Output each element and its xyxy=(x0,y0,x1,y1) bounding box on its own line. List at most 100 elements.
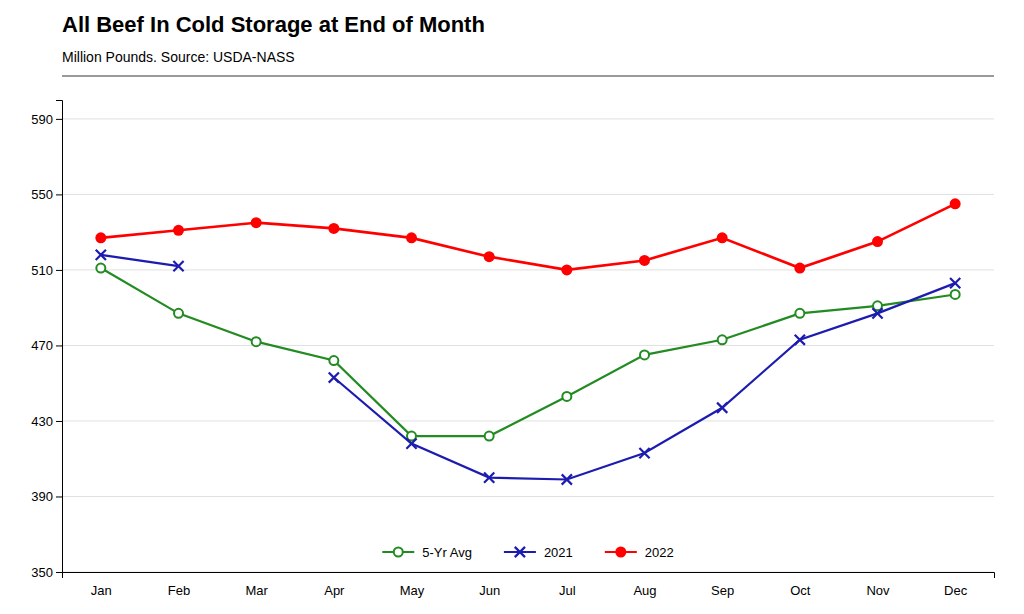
legend: 5-Yr Avg 2021 2022 xyxy=(382,545,673,560)
point xyxy=(794,263,805,274)
legend-marker xyxy=(615,547,626,558)
series xyxy=(95,198,960,275)
x-tick-label: Oct xyxy=(790,583,811,598)
point xyxy=(252,337,261,346)
x-tick-label: Dec xyxy=(944,583,968,598)
point xyxy=(951,290,960,299)
grid-line xyxy=(62,420,994,421)
grid-line xyxy=(62,496,994,497)
y-tick-mark xyxy=(56,496,62,497)
point xyxy=(406,439,416,449)
marks xyxy=(95,198,960,484)
x-tick-label: Jul xyxy=(559,583,576,598)
x-tick-label: Sep xyxy=(711,583,734,598)
y-tick: 430 xyxy=(31,414,62,429)
point xyxy=(485,432,494,441)
y-tick-label: 430 xyxy=(31,414,53,429)
point xyxy=(950,278,960,288)
series-line xyxy=(101,204,955,270)
point xyxy=(174,309,183,318)
y-tick: 590 xyxy=(31,112,62,127)
subtitle: Million Pounds. Source: USDA-NASS xyxy=(62,49,295,65)
legend-item: 2021 xyxy=(504,545,573,560)
legend-marker xyxy=(515,547,525,557)
grid xyxy=(62,119,994,572)
y-tick-mark xyxy=(56,270,62,271)
y-tick: 550 xyxy=(31,187,62,202)
x-tick: May xyxy=(400,583,425,598)
grid-line xyxy=(62,194,994,195)
x-tick: Jun xyxy=(479,583,500,598)
series-line xyxy=(101,268,955,436)
point xyxy=(639,448,649,458)
x-tick: Aug xyxy=(633,583,656,598)
y-tick-label: 550 xyxy=(31,187,53,202)
x-tick-label: Apr xyxy=(324,583,345,598)
chart: All Beef In Cold Storage at End of Month… xyxy=(0,0,1024,614)
point xyxy=(950,198,961,209)
y-tick: 510 xyxy=(31,263,62,278)
point xyxy=(562,474,572,484)
point xyxy=(329,356,338,365)
y-tick: 470 xyxy=(31,338,62,353)
legend-item: 5-Yr Avg xyxy=(382,545,472,560)
series-line xyxy=(101,255,955,480)
point xyxy=(173,225,184,236)
y-tick-label: 350 xyxy=(31,565,53,580)
point xyxy=(640,350,649,359)
point xyxy=(406,232,417,243)
point xyxy=(872,308,882,318)
legend-label: 2021 xyxy=(544,545,573,560)
series xyxy=(96,250,961,485)
point xyxy=(639,255,650,266)
point xyxy=(561,264,572,275)
point xyxy=(484,472,494,482)
x-tick-label: Nov xyxy=(866,583,890,598)
x-tick: Dec xyxy=(944,583,968,598)
legend-label: 5-Yr Avg xyxy=(422,545,472,560)
point xyxy=(328,223,339,234)
x-tick: Nov xyxy=(866,583,890,598)
point xyxy=(872,236,883,247)
point xyxy=(173,261,183,271)
point xyxy=(795,335,805,345)
y-tick-label: 510 xyxy=(31,263,53,278)
plot: 350390430470510550590JanFebMarAprMayJunJ… xyxy=(31,101,994,599)
x-tick-label: Feb xyxy=(168,583,190,598)
point xyxy=(562,392,571,401)
point xyxy=(718,335,727,344)
x-tick-label: May xyxy=(400,583,425,598)
x-axis-line xyxy=(63,573,995,579)
legend-marker xyxy=(394,548,403,557)
x-tick: Oct xyxy=(790,583,811,598)
x-tick-label: Jun xyxy=(479,583,500,598)
y-tick-mark xyxy=(56,119,62,120)
x-tick-label: Aug xyxy=(633,583,656,598)
y-tick-mark xyxy=(56,572,62,573)
point xyxy=(329,372,339,382)
y-tick: 350 xyxy=(31,565,62,580)
point xyxy=(96,250,106,260)
point xyxy=(251,217,262,228)
y-tick-mark xyxy=(56,421,62,422)
x-tick: Jul xyxy=(559,583,576,598)
grid-line xyxy=(62,345,994,346)
y-tick-mark xyxy=(56,194,62,195)
point xyxy=(95,232,106,243)
legend-item: 2022 xyxy=(605,545,674,560)
title: All Beef In Cold Storage at End of Month xyxy=(62,12,485,37)
x-tick: Mar xyxy=(245,583,268,598)
x-tick: Feb xyxy=(168,583,190,598)
point xyxy=(717,403,727,413)
y-tick: 390 xyxy=(31,489,62,504)
y-axis-line xyxy=(56,101,63,573)
point xyxy=(484,251,495,262)
y-tick-label: 390 xyxy=(31,489,53,504)
point xyxy=(795,309,804,318)
x-axis: JanFebMarAprMayJunJulAugSepOctNovDec xyxy=(63,573,995,599)
grid-line xyxy=(62,118,994,119)
point xyxy=(96,264,105,273)
series xyxy=(96,264,959,441)
grid-line xyxy=(62,269,994,270)
y-axis: 350 390 430 470 510 550 590 xyxy=(31,101,62,580)
